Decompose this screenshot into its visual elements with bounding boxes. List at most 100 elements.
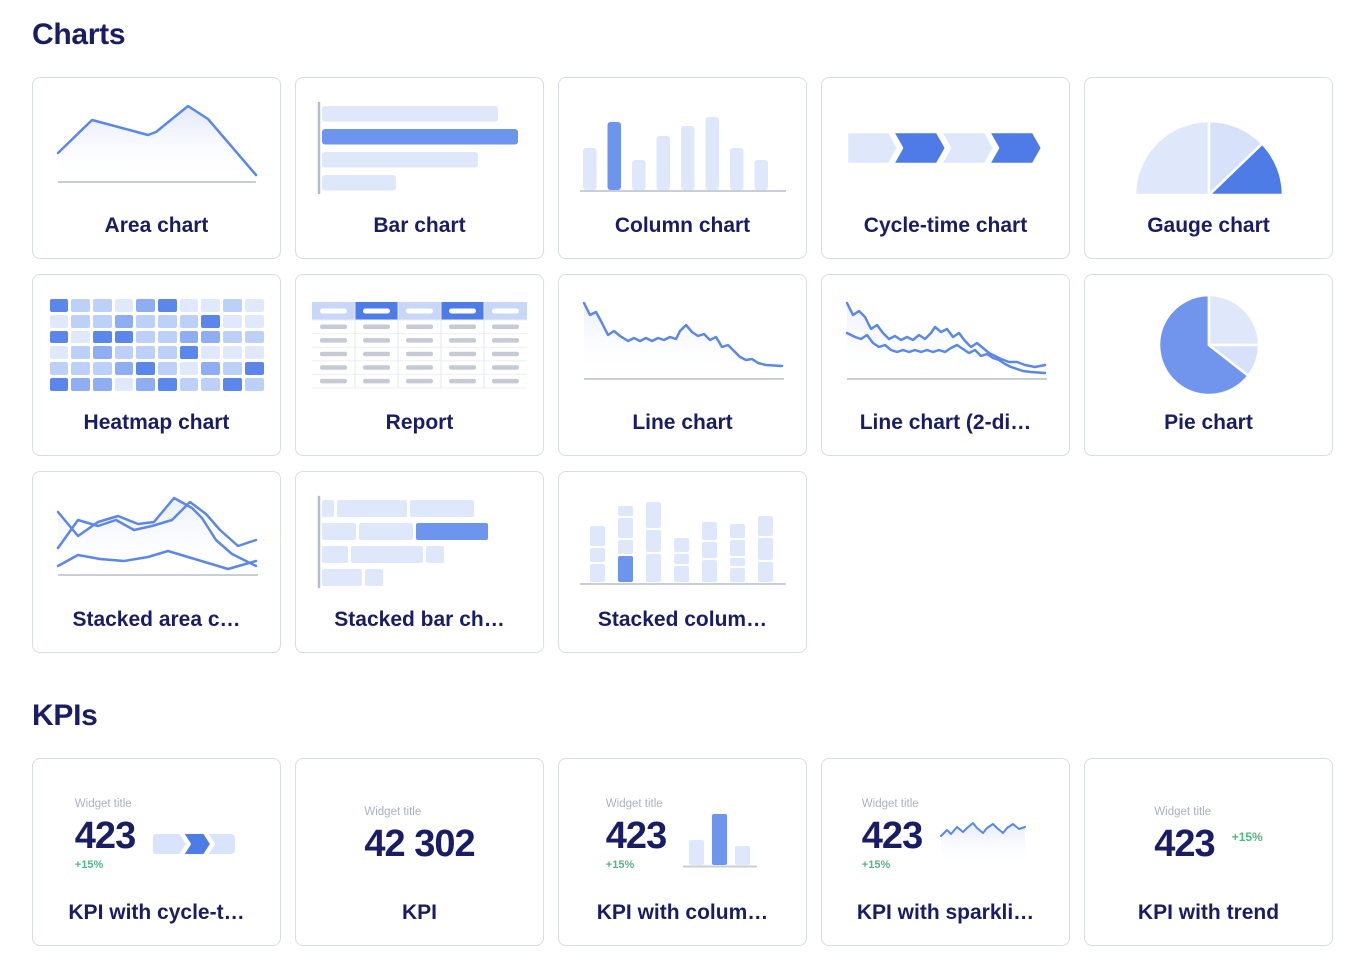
kpis-grid: Widget title 423 +15% KPI with cycle-t…	[32, 758, 1333, 946]
heatmap-cell	[223, 378, 242, 391]
chart-card-bar[interactable]: Bar chart	[295, 77, 544, 259]
stacked-column-chart-icon-wrap	[559, 472, 806, 608]
stacked-bar-chart-icon	[317, 495, 488, 589]
heatmap-cell	[179, 314, 199, 328]
heatmap-cell	[158, 378, 177, 391]
heatmap-cell	[92, 346, 112, 360]
chart-card-heatmap[interactable]: Heatmap chart	[32, 274, 281, 456]
kpi-row: 42 302	[364, 825, 475, 863]
chart-card-label: Stacked bar ch…	[334, 608, 505, 631]
heatmap-cell	[71, 362, 90, 376]
kpi-card-label: KPI	[401, 901, 437, 924]
heatmap-cell	[49, 346, 69, 360]
chart-card-label: Line chart (2-di…	[859, 411, 1032, 434]
kpi-delta: +15%	[861, 858, 891, 871]
widget-title: Widget title	[74, 797, 132, 810]
chart-card-gauge[interactable]: Gauge chart	[1084, 77, 1333, 259]
chart-card-label: Bar chart	[373, 214, 466, 237]
chart-card-stacked-column[interactable]: Stacked colum…	[558, 471, 807, 653]
gauge-chart-icon	[1133, 119, 1284, 197]
area-chart-icon	[56, 104, 257, 183]
heatmap-cell	[114, 299, 134, 312]
widget-gallery-page: Charts Area chart	[32, 18, 1333, 946]
heatmap-cell	[223, 346, 242, 360]
heatmap-cell	[71, 330, 90, 344]
kpi-card-plain[interactable]: Widget title 42 302 KPI	[295, 758, 544, 946]
kpi-content: Widget title 423 +15%	[1154, 759, 1262, 901]
chart-card-line-2d[interactable]: Line chart (2-di…	[821, 274, 1070, 456]
chart-card-label: Stacked colum…	[597, 608, 768, 631]
chart-card-label: Stacked area c…	[72, 608, 241, 631]
gauge-chart-icon-wrap	[1085, 78, 1332, 214]
heatmap-cell	[114, 378, 134, 391]
heatmap-cell	[71, 314, 90, 328]
kpi-card-cycle-time[interactable]: Widget title 423 +15% KPI with cycle-t…	[32, 758, 281, 946]
kpi-delta: +15%	[74, 858, 104, 871]
widget-title: Widget title	[1154, 805, 1212, 818]
heatmap-cell	[201, 299, 221, 312]
kpi-delta: +15%	[1231, 829, 1263, 844]
heatmap-cell	[244, 378, 264, 391]
line-chart-2d-icon-wrap	[822, 275, 1069, 411]
kpi-value: 423	[861, 814, 923, 857]
heatmap-cell	[244, 346, 264, 360]
area-chart-icon-wrap	[33, 78, 280, 214]
chart-card-label: Pie chart	[1164, 411, 1253, 434]
heatmap-cell	[136, 299, 155, 312]
heatmap-cell	[92, 314, 112, 328]
heatmap-cell	[49, 299, 69, 312]
widget-title: Widget title	[605, 797, 663, 810]
kpi-delta: +15%	[605, 858, 635, 871]
chart-card-area[interactable]: Area chart	[32, 77, 281, 259]
heatmap-cell	[201, 314, 221, 328]
heatmap-cell	[179, 362, 199, 376]
heatmap-cell	[136, 362, 155, 376]
kpi-card-trend[interactable]: Widget title 423 +15% KPI with trend	[1084, 758, 1333, 946]
heatmap-cell	[201, 330, 221, 344]
kpi-card-sparkline[interactable]: Widget title 423 +15% KPI with spa	[821, 758, 1070, 946]
chart-card-pie[interactable]: Pie chart	[1084, 274, 1333, 456]
kpi-content: Widget title 423 +15%	[606, 759, 759, 901]
kpi-value: 423	[1154, 822, 1215, 865]
kpi-sparkline-icon	[940, 821, 1027, 866]
kpi-row: 423 +15%	[605, 813, 759, 871]
kpi-content: Widget title 423 +15%	[862, 759, 1029, 901]
heatmap-cell	[201, 362, 221, 376]
heatmap-cell	[223, 330, 242, 344]
heatmap-chart-icon	[49, 299, 264, 391]
heatmap-cell	[92, 330, 112, 344]
heatmap-chart-icon-wrap	[33, 275, 280, 411]
heatmap-cell	[201, 378, 221, 391]
charts-section-title: Charts	[32, 18, 126, 51]
heatmap-cell	[136, 314, 155, 328]
heatmap-cell	[114, 346, 134, 360]
chart-card-report[interactable]: Report	[295, 274, 544, 456]
heatmap-cell	[114, 314, 134, 328]
chart-card-stacked-area[interactable]: Stacked area c…	[32, 471, 281, 653]
chart-card-label: Area chart	[104, 214, 209, 237]
report-icon	[311, 302, 527, 389]
heatmap-cell	[179, 330, 199, 344]
heatmap-cell	[92, 299, 112, 312]
heatmap-cell	[201, 346, 221, 360]
chart-card-label: Gauge chart	[1147, 214, 1270, 237]
heatmap-cell	[223, 362, 242, 376]
heatmap-cell	[49, 378, 69, 391]
kpi-value-block: 423 +15%	[74, 817, 136, 871]
chart-card-stacked-bar[interactable]: Stacked bar ch…	[295, 471, 544, 653]
heatmap-cell	[158, 299, 177, 312]
chart-card-column[interactable]: Column chart	[558, 77, 807, 259]
kpi-card-column[interactable]: Widget title 423 +15% KPI with colum…	[558, 758, 807, 946]
kpi-card-label: KPI with colum…	[596, 901, 769, 924]
heatmap-cell	[244, 314, 264, 328]
bar-chart-icon-wrap	[296, 78, 543, 214]
chart-card-label: Column chart	[614, 214, 751, 237]
kpi-column-icon	[683, 813, 758, 867]
chart-card-line[interactable]: Line chart	[558, 274, 807, 456]
heatmap-cell	[92, 362, 112, 376]
kpi-cycle-time-icon	[151, 831, 238, 856]
kpi-card-label: KPI with trend	[1137, 901, 1280, 924]
chart-card-cycle-time[interactable]: Cycle-time chart	[821, 77, 1070, 259]
heatmap-cell	[136, 346, 155, 360]
pie-chart-icon-wrap	[1085, 275, 1332, 411]
